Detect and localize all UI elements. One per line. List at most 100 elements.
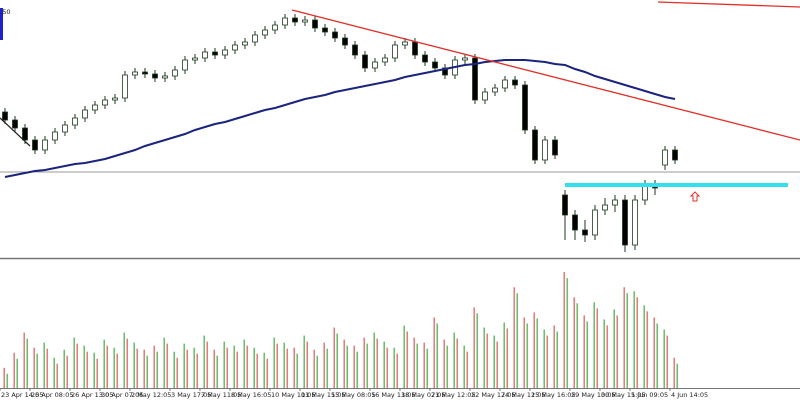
volume-bar bbox=[86, 351, 88, 388]
candle-body bbox=[612, 199, 618, 206]
candle-body bbox=[492, 87, 498, 93]
drawn-line bbox=[0, 117, 31, 147]
volume-bar bbox=[373, 332, 375, 388]
candle-body bbox=[632, 199, 638, 246]
candle-body bbox=[342, 37, 348, 46]
volume-bar bbox=[636, 297, 638, 388]
candle-body bbox=[312, 19, 318, 29]
volume-bar bbox=[326, 348, 328, 388]
volume-bar bbox=[236, 351, 238, 388]
volume-bar bbox=[93, 352, 95, 388]
candle-body bbox=[262, 29, 268, 36]
candle-body bbox=[82, 109, 88, 119]
volume-bar bbox=[653, 317, 655, 388]
candle-body bbox=[192, 57, 198, 61]
volume-bar bbox=[6, 373, 8, 388]
volume-bar bbox=[643, 305, 645, 388]
candle-body bbox=[152, 73, 158, 79]
volume-bar bbox=[586, 321, 588, 388]
candle-body bbox=[242, 41, 248, 46]
volume-bar bbox=[633, 291, 635, 388]
candle-body bbox=[112, 97, 118, 101]
x-tick-label: 7 May 11:05 bbox=[201, 391, 241, 399]
volume-bar bbox=[436, 323, 438, 388]
x-tick-label: 23 Apr 14:05 bbox=[1, 391, 43, 399]
volume-bar bbox=[386, 347, 388, 388]
candle-body bbox=[302, 19, 308, 23]
volume-bar bbox=[183, 343, 185, 388]
volume-bar bbox=[616, 315, 618, 388]
volume-bar bbox=[263, 352, 265, 388]
volume-bar bbox=[83, 345, 85, 388]
x-tick-label: 25 May 16:05 bbox=[531, 391, 576, 399]
candle-body bbox=[252, 34, 258, 43]
candle-body bbox=[642, 184, 648, 201]
volume-bar bbox=[406, 331, 408, 388]
volume-bar bbox=[176, 357, 178, 388]
side-marker bbox=[0, 8, 3, 40]
volume-bar bbox=[46, 348, 48, 388]
volume-bar bbox=[316, 355, 318, 388]
x-tick-label: 11 May 15:05 bbox=[301, 391, 346, 399]
candle-body bbox=[162, 75, 168, 79]
candle-body bbox=[212, 51, 218, 56]
volume-bar bbox=[186, 349, 188, 388]
volume-bar bbox=[473, 307, 475, 388]
candle-body bbox=[662, 149, 668, 166]
volume-bar bbox=[613, 309, 615, 388]
volume-bar bbox=[566, 278, 568, 388]
volume-bar bbox=[596, 308, 598, 388]
candle-body bbox=[292, 17, 298, 23]
volume-bar bbox=[16, 358, 18, 388]
volume-bar bbox=[416, 343, 418, 388]
candle-body bbox=[92, 104, 98, 111]
volume-bar bbox=[106, 345, 108, 388]
volume-bar bbox=[126, 338, 128, 388]
volume-bar bbox=[216, 355, 218, 388]
volume-bar bbox=[313, 349, 315, 388]
x-tick-label: 29 May 10:05 bbox=[571, 391, 616, 399]
candle-body bbox=[172, 69, 178, 77]
volume-bar bbox=[363, 337, 365, 388]
x-tick-label: 8 May 16:05 bbox=[231, 391, 271, 399]
candle-body bbox=[352, 44, 358, 56]
volume-bar bbox=[253, 347, 255, 388]
candle-body bbox=[402, 41, 408, 46]
volume-bar bbox=[383, 341, 385, 388]
volume-bar bbox=[66, 355, 68, 388]
volume-bar bbox=[546, 335, 548, 388]
candle-body bbox=[42, 139, 48, 151]
moving-average bbox=[4, 59, 676, 178]
volume-bar bbox=[256, 353, 258, 388]
volume-bar bbox=[356, 351, 358, 388]
candle-body bbox=[12, 119, 18, 129]
volume-bar bbox=[573, 297, 575, 388]
volume-bar bbox=[113, 347, 115, 388]
volume-bar bbox=[63, 349, 65, 388]
volume-bar bbox=[606, 325, 608, 388]
volume-bar bbox=[323, 342, 325, 388]
candle-body bbox=[142, 71, 148, 75]
candle-body bbox=[182, 59, 188, 71]
volume-bar bbox=[143, 349, 145, 388]
volume-bar bbox=[353, 345, 355, 388]
candle-body bbox=[482, 91, 488, 101]
volume-bar bbox=[663, 329, 665, 388]
volume-bar bbox=[223, 341, 225, 388]
candle-body bbox=[572, 214, 578, 231]
candle-body bbox=[542, 139, 548, 161]
volume-bar bbox=[116, 353, 118, 388]
volume-bar bbox=[476, 313, 478, 388]
volume-bar bbox=[513, 287, 515, 388]
volume-bar bbox=[296, 353, 298, 388]
candle-body bbox=[362, 54, 368, 69]
candle-body bbox=[432, 61, 438, 69]
volume-bar bbox=[536, 318, 538, 388]
volume-bar bbox=[523, 317, 525, 388]
volume-bar bbox=[13, 352, 15, 388]
volume-bar bbox=[333, 327, 335, 388]
volume-bar bbox=[273, 337, 275, 388]
volume-bar bbox=[146, 355, 148, 388]
volume-bar bbox=[396, 353, 398, 388]
